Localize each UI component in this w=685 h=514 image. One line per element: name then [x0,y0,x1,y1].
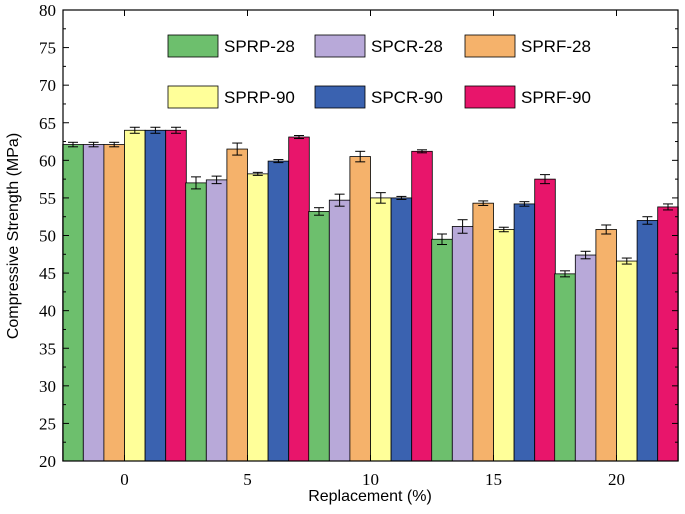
legend-label-sprf-28: SPRF-28 [521,37,591,56]
legend: SPRP-28 SPCR-28 SPRF-28 SPRP-90 SPCR-90 SPRF-… [167,34,591,109]
bar-sprp-90-10 [370,197,392,462]
legend-swatch-spcr-28 [314,34,366,58]
bar-spcr-90-15 [513,203,536,462]
bar-sprf-28-15 [472,202,494,462]
bar-sprp-28-0 [62,144,84,462]
bar-sprf-90-20 [657,206,679,462]
x-tick-label-0: 0 [120,470,129,489]
bar-spcr-90-5 [267,160,290,462]
legend-swatch-spcr-90 [314,85,366,109]
x-tick-label-5: 5 [243,470,252,489]
legend-swatch-sprf-90 [464,85,516,109]
legend-label-spcr-28: SPCR-28 [371,37,443,56]
bar-spcr-28-5 [205,179,228,462]
legend-label-sprp-28: SPRP-28 [224,37,295,56]
y-tick-label-45: 45 [39,264,56,283]
legend-label-sprp-90: SPRP-90 [224,88,295,107]
y-tick-label-55: 55 [39,189,56,208]
bar-sprp-90-5 [247,173,269,462]
y-tick-label-75: 75 [39,39,56,58]
bar-sprf-28-10 [349,156,371,462]
y-tick-label-25: 25 [39,414,56,433]
bar-spcr-28-10 [328,199,351,462]
bar-sprf-90-5 [288,136,310,462]
y-tick-label-40: 40 [39,302,56,321]
bar-spcr-28-20 [574,254,597,462]
legend-swatch-sprp-28 [167,34,219,58]
legend-label-sprf-90: SPRF-90 [521,88,591,107]
legend-label-spcr-90: SPCR-90 [371,88,443,107]
bar-sprf-90-15 [534,178,556,462]
bar-sprf-28-5 [226,148,248,462]
y-tick-label-65: 65 [39,114,56,133]
bar-sprf-28-20 [595,229,617,462]
bar-sprp-28-20 [554,273,576,462]
x-tick-label-20: 20 [608,470,625,489]
bar-sprf-90-10 [411,150,433,462]
bar-spcr-90-0 [144,129,167,462]
y-tick-label-80: 80 [39,1,56,20]
bar-spcr-90-20 [636,220,659,462]
y-tick-label-20: 20 [39,452,56,471]
bar-sprp-28-5 [185,182,207,462]
bar-spcr-90-10 [390,197,413,462]
bar-sprp-28-10 [308,211,330,462]
x-tick-label-10: 10 [362,470,379,489]
y-axis-title: Compressive Strength (MPa) [5,133,22,339]
x-axis-title: Replacement (%) [308,488,432,505]
bar-spcr-28-0 [82,144,105,462]
legend-swatch-sprp-90 [167,85,219,109]
bar-sprp-90-15 [493,229,515,462]
bar-spcr-28-15 [451,226,474,462]
bar-sprp-28-15 [431,238,453,462]
y-tick-label-50: 50 [39,227,56,246]
legend-swatch-sprf-28 [464,34,516,58]
plot-area: 20 25 30 35 40 45 50 55 60 65 70 75 80 0 5 10 15 20 [39,1,679,489]
bar-sprp-90-0 [124,129,146,462]
y-tick-label-70: 70 [39,76,56,95]
y-tick-label-60: 60 [39,151,56,170]
bar-sprf-90-0 [165,129,187,462]
bar-sprf-28-0 [103,144,125,462]
x-tick-label-15: 15 [485,470,502,489]
y-tick-label-30: 30 [39,377,56,396]
y-tick-label-35: 35 [39,339,56,358]
bar-sprp-90-20 [616,260,638,462]
